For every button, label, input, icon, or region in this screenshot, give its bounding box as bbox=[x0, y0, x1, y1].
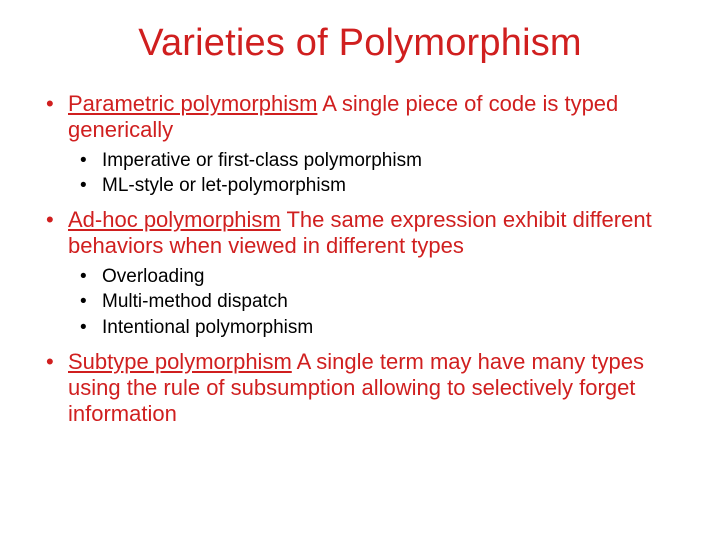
list-item: Subtype polymorphism A single term may h… bbox=[64, 349, 680, 427]
sub-list-item: Imperative or first-class polymorphism bbox=[98, 149, 680, 172]
list-item: Parametric polymorphism A single piece o… bbox=[64, 91, 680, 197]
bullet-list: Parametric polymorphism A single piece o… bbox=[40, 91, 680, 427]
sub-list-item: Intentional polymorphism bbox=[98, 316, 680, 339]
term-text: Subtype polymorphism bbox=[68, 349, 292, 374]
sub-list: Overloading Multi-method dispatch Intent… bbox=[68, 265, 680, 339]
sub-list-item: Overloading bbox=[98, 265, 680, 288]
term-text: Parametric polymorphism bbox=[68, 91, 317, 116]
term-text: Ad-hoc polymorphism bbox=[68, 207, 281, 232]
sub-list-item: Multi-method dispatch bbox=[98, 290, 680, 313]
sub-list: Imperative or first-class polymorphism M… bbox=[68, 149, 680, 197]
slide-container: Varieties of Polymorphism Parametric pol… bbox=[0, 0, 720, 540]
sub-list-item: ML-style or let-polymorphism bbox=[98, 174, 680, 197]
list-item: Ad-hoc polymorphism The same expression … bbox=[64, 207, 680, 338]
slide-title: Varieties of Polymorphism bbox=[40, 22, 680, 65]
